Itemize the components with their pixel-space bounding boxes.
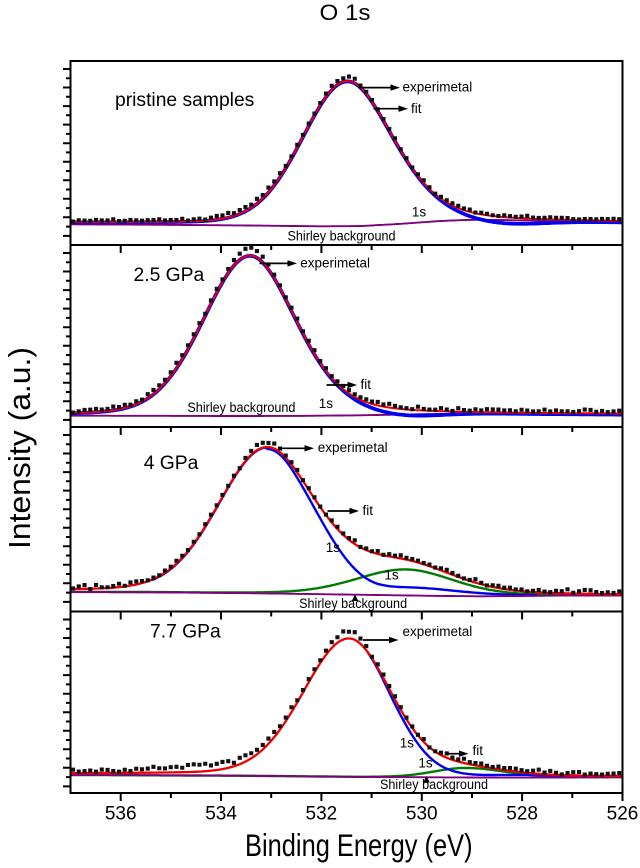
svg-text:532: 532 bbox=[306, 804, 338, 825]
svg-text:fit: fit bbox=[473, 743, 484, 758]
svg-text:1s: 1s bbox=[319, 396, 334, 411]
svg-text:534: 534 bbox=[205, 804, 237, 825]
svg-text:2.5 GPa: 2.5 GPa bbox=[134, 265, 205, 286]
svg-text:Intensity (a.u.): Intensity (a.u.) bbox=[3, 347, 37, 549]
svg-text:Shirley background: Shirley background bbox=[288, 229, 396, 244]
svg-text:Shirley background: Shirley background bbox=[380, 777, 488, 792]
svg-text:Shirley background: Shirley background bbox=[299, 596, 407, 611]
svg-text:Binding Energy (eV): Binding Energy (eV) bbox=[245, 828, 473, 863]
svg-text:4 GPa: 4 GPa bbox=[144, 453, 199, 474]
svg-text:pristine samples: pristine samples bbox=[115, 90, 254, 111]
svg-text:1s: 1s bbox=[326, 540, 341, 555]
svg-text:experimetal: experimetal bbox=[318, 440, 388, 455]
svg-text:530: 530 bbox=[406, 804, 438, 825]
svg-text:experimetal: experimetal bbox=[300, 255, 370, 270]
svg-text:1s: 1s bbox=[412, 204, 427, 219]
svg-text:1s: 1s bbox=[384, 568, 399, 583]
svg-text:528: 528 bbox=[506, 804, 538, 825]
svg-text:fit: fit bbox=[361, 377, 372, 392]
svg-text:experimetal: experimetal bbox=[403, 624, 473, 639]
svg-text:O 1s: O 1s bbox=[320, 0, 371, 25]
svg-text:fit: fit bbox=[411, 101, 422, 116]
svg-text:Shirley background: Shirley background bbox=[187, 400, 295, 415]
svg-text:1s: 1s bbox=[400, 736, 415, 751]
svg-text:experimetal: experimetal bbox=[403, 80, 473, 95]
svg-text:1s: 1s bbox=[418, 755, 433, 770]
svg-text:536: 536 bbox=[105, 804, 137, 825]
svg-text:fit: fit bbox=[363, 503, 374, 518]
svg-text:7.7 GPa: 7.7 GPa bbox=[150, 622, 221, 643]
svg-text:526: 526 bbox=[607, 804, 639, 825]
